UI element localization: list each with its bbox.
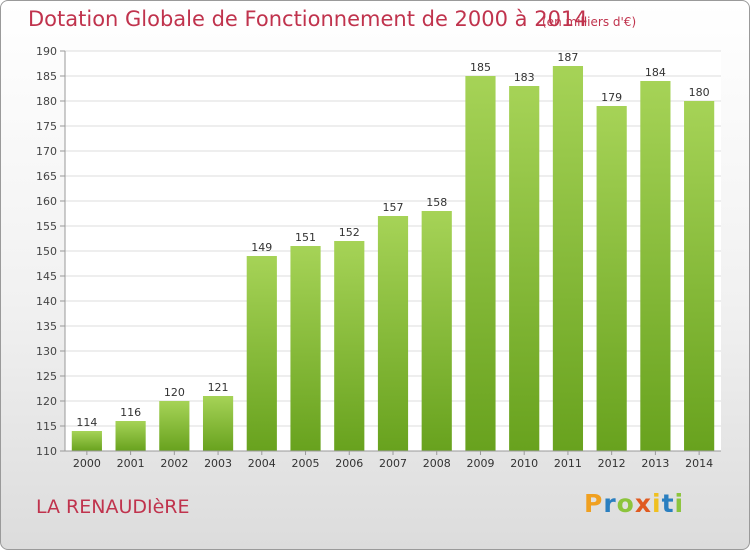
bar — [290, 246, 321, 451]
x-tick-label: 2001 — [117, 457, 145, 470]
logo-letter: t — [661, 489, 675, 518]
chart-unit: (en milliers d'€) — [542, 15, 637, 29]
x-tick-label: 2009 — [466, 457, 494, 470]
bar-value-label: 179 — [601, 91, 622, 104]
bar-value-label: 158 — [426, 196, 447, 209]
bar — [246, 256, 277, 451]
y-tick-label: 155 — [36, 220, 57, 233]
x-tick-label: 2004 — [248, 457, 276, 470]
bar-value-label: 180 — [689, 86, 710, 99]
bar-value-label: 157 — [383, 201, 404, 214]
logo-letter: i — [674, 489, 685, 518]
y-tick-label: 140 — [36, 295, 57, 308]
y-tick-label: 170 — [36, 145, 57, 158]
bar — [552, 66, 584, 451]
x-tick-label: 2002 — [160, 457, 188, 470]
logo-letter: x — [634, 489, 652, 518]
bar — [377, 216, 409, 451]
y-tick-label: 125 — [36, 370, 57, 383]
bar — [71, 431, 102, 451]
logo-letter: o — [616, 489, 635, 518]
bar — [509, 86, 540, 451]
proxiti-logo: Proxiti — [584, 489, 684, 518]
chart-title: Dotation Globale de Fonctionnement de 20… — [28, 7, 588, 31]
x-tick-label: 2005 — [292, 457, 320, 470]
y-tick-label: 110 — [36, 445, 57, 458]
bar-value-label: 116 — [120, 406, 141, 419]
bar-value-label: 184 — [645, 66, 666, 79]
bar-value-label: 187 — [557, 51, 578, 64]
bar — [421, 211, 452, 451]
x-tick-label: 2008 — [423, 457, 451, 470]
bar — [465, 76, 496, 451]
commune-name: LA RENAUDIèRE — [36, 496, 190, 518]
y-tick-label: 135 — [36, 320, 57, 333]
bar-value-label: 152 — [339, 226, 360, 239]
bar — [202, 396, 234, 451]
y-tick-label: 120 — [36, 395, 57, 408]
y-tick-label: 130 — [36, 345, 57, 358]
x-tick-label: 2012 — [598, 457, 626, 470]
y-tick-label: 175 — [36, 120, 57, 133]
bar-value-label: 149 — [251, 241, 272, 254]
logo-letter: P — [584, 489, 604, 518]
bar — [334, 241, 365, 451]
y-tick-label: 145 — [36, 270, 57, 283]
y-tick-label: 150 — [36, 245, 57, 258]
bar-value-label: 120 — [164, 386, 185, 399]
bar-value-label: 183 — [514, 71, 535, 84]
x-tick-label: 2003 — [204, 457, 232, 470]
bar-value-label: 151 — [295, 231, 316, 244]
x-tick-label: 2013 — [641, 457, 669, 470]
logo-letter: r — [603, 489, 617, 518]
y-tick-label: 180 — [36, 95, 57, 108]
x-tick-label: 2007 — [379, 457, 407, 470]
y-tick-label: 115 — [36, 420, 57, 433]
y-tick-label: 185 — [36, 70, 57, 83]
bar — [684, 101, 715, 451]
logo-letter: i — [652, 489, 662, 518]
x-tick-label: 2006 — [335, 457, 363, 470]
bar — [159, 401, 190, 451]
x-tick-label: 2014 — [685, 457, 713, 470]
bar-value-label: 185 — [470, 61, 491, 74]
y-tick-label: 165 — [36, 170, 57, 183]
bar — [640, 81, 671, 451]
bar-value-label: 114 — [76, 416, 97, 429]
y-tick-label: 190 — [36, 45, 57, 58]
bar — [115, 421, 146, 451]
x-tick-label: 2000 — [73, 457, 101, 470]
bar-value-label: 121 — [208, 381, 229, 394]
x-tick-label: 2010 — [510, 457, 538, 470]
x-tick-label: 2011 — [554, 457, 582, 470]
bar — [596, 106, 627, 451]
y-tick-label: 160 — [36, 195, 57, 208]
